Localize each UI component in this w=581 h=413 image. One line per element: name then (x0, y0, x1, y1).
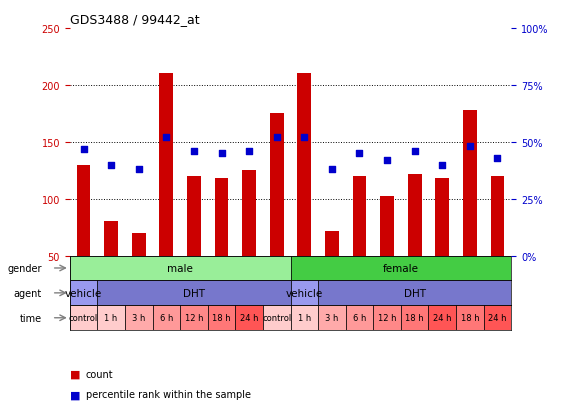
Bar (297, 74, 311, 256)
Point (217, 150, 226, 157)
Bar (270, 114, 284, 256)
Bar (235, 306, 263, 330)
Text: 18 h: 18 h (461, 313, 479, 323)
Text: 3 h: 3 h (132, 313, 145, 323)
Text: male: male (167, 263, 193, 273)
Bar (187, 176, 201, 256)
Bar (408, 174, 422, 256)
Text: gender: gender (8, 263, 42, 273)
Point (437, 162, 447, 169)
Text: ■: ■ (70, 389, 80, 399)
Bar (70, 281, 98, 306)
Bar (104, 222, 118, 256)
Bar (318, 306, 346, 330)
Text: 24 h: 24 h (433, 313, 451, 323)
Bar (208, 306, 235, 330)
Text: count: count (86, 369, 114, 379)
Text: vehicle: vehicle (65, 288, 102, 298)
Text: agent: agent (14, 288, 42, 298)
Text: time: time (20, 313, 42, 323)
Point (410, 148, 419, 155)
Text: ■: ■ (70, 369, 80, 379)
Point (134, 166, 144, 173)
Bar (70, 256, 290, 281)
Text: 24 h: 24 h (488, 313, 507, 323)
Text: control: control (262, 313, 291, 323)
Bar (132, 233, 146, 256)
Bar (98, 306, 125, 330)
Bar (456, 306, 484, 330)
Text: 6 h: 6 h (160, 313, 173, 323)
Bar (435, 179, 449, 256)
Bar (463, 111, 477, 256)
Text: 6 h: 6 h (353, 313, 366, 323)
Bar (214, 179, 228, 256)
Text: female: female (383, 263, 419, 273)
Text: 18 h: 18 h (212, 313, 231, 323)
Bar (263, 306, 290, 330)
Point (327, 166, 336, 173)
Bar (325, 231, 339, 256)
Bar (77, 165, 91, 256)
Text: DHT: DHT (404, 288, 426, 298)
Bar (484, 306, 511, 330)
Point (300, 135, 309, 141)
Bar (152, 306, 180, 330)
Bar (98, 281, 290, 306)
Text: 24 h: 24 h (240, 313, 259, 323)
Point (272, 135, 281, 141)
Bar (242, 171, 256, 256)
Point (106, 162, 116, 169)
Text: GDS3488 / 99442_at: GDS3488 / 99442_at (70, 13, 199, 26)
Bar (346, 306, 374, 330)
Bar (180, 306, 208, 330)
Point (382, 157, 392, 164)
Point (79, 146, 88, 152)
Bar (318, 281, 511, 306)
Point (493, 155, 502, 161)
Point (355, 150, 364, 157)
Point (245, 148, 254, 155)
Text: 3 h: 3 h (325, 313, 339, 323)
Bar (125, 306, 152, 330)
Bar (70, 306, 98, 330)
Text: vehicle: vehicle (286, 288, 323, 298)
Point (465, 144, 475, 150)
Bar (353, 176, 367, 256)
Text: control: control (69, 313, 98, 323)
Text: DHT: DHT (183, 288, 205, 298)
Bar (429, 306, 456, 330)
Text: 12 h: 12 h (185, 313, 203, 323)
Bar (290, 256, 511, 281)
Bar (380, 197, 394, 256)
Bar (401, 306, 429, 330)
Text: 1 h: 1 h (105, 313, 118, 323)
Point (189, 148, 199, 155)
Bar (159, 74, 173, 256)
Point (162, 135, 171, 141)
Text: 18 h: 18 h (406, 313, 424, 323)
Text: 12 h: 12 h (378, 313, 396, 323)
Bar (490, 176, 504, 256)
Bar (374, 306, 401, 330)
Bar (290, 281, 318, 306)
Text: 1 h: 1 h (297, 313, 311, 323)
Text: percentile rank within the sample: percentile rank within the sample (86, 389, 251, 399)
Bar (290, 306, 318, 330)
